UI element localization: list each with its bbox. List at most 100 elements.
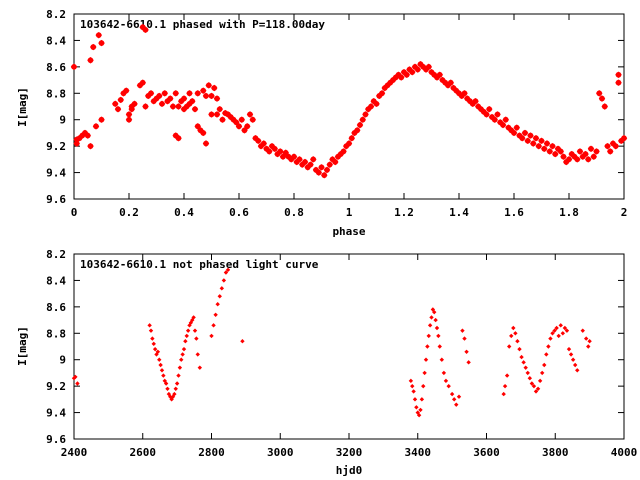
unphased-data-point (502, 383, 508, 389)
phased-data-point (208, 111, 215, 118)
unphased-x-tick-label: 3400 (405, 446, 432, 459)
phased-data-point (486, 105, 493, 113)
unphased-data-point (194, 336, 199, 341)
phased-data-point (142, 26, 149, 34)
phased-x-tick-label: 1 (346, 206, 353, 219)
unphased-x-tick-label: 3800 (542, 446, 569, 459)
phased-data-point (131, 100, 138, 108)
phased-data-point (491, 116, 498, 123)
phased-y-tick-label: 8.4 (46, 34, 66, 47)
phased-data-point (607, 148, 614, 155)
unphased-data-point (436, 333, 441, 339)
phased-data-point (576, 148, 584, 155)
unphased-data-point (570, 357, 576, 362)
unphased-data-point (558, 323, 563, 328)
unphased-data-point (416, 413, 422, 418)
phased-data-point (502, 116, 509, 123)
unphased-data-point (240, 339, 245, 344)
phased-data-point (98, 39, 105, 47)
unphased-data-point (456, 394, 462, 399)
phased-data-point (95, 31, 102, 39)
phased-data-point (574, 156, 581, 163)
unphased-data-point (564, 328, 570, 333)
phased-data-point (191, 105, 199, 113)
phased-data-point (340, 148, 347, 155)
phased-data-point (620, 135, 628, 142)
unphased-y-tick-label: 9 (59, 354, 66, 367)
phased-data-point (255, 137, 262, 145)
phased-data-point (524, 137, 531, 145)
unphased-data-point (550, 331, 555, 336)
phased-data-point (521, 129, 529, 137)
unphased-data-point (425, 344, 430, 349)
phased-data-point (211, 84, 218, 92)
phased-data-point (260, 140, 267, 147)
unphased-x-tick-label: 3000 (267, 446, 294, 459)
phased-data-point (373, 100, 380, 108)
unphased-data-point (531, 383, 537, 389)
phased-data-point (560, 153, 567, 160)
unphased-data-point (515, 339, 520, 344)
phased-data-point (205, 82, 212, 89)
unphased-data-point (215, 302, 220, 307)
unphased-y-tick-label: 9.2 (46, 380, 66, 393)
phased-x-ticks: 0 0.2 0.4 0.6 0.8 1 1.2 1.4 1.6 1.8 2 (71, 14, 627, 219)
unphased-plot-frame (73, 253, 625, 440)
unphased-data-point (158, 362, 163, 368)
unphased-data-point (462, 336, 467, 341)
phased-x-tick-label: 1.4 (449, 206, 469, 219)
phased-data-point (326, 161, 333, 168)
unphased-data-point (454, 402, 459, 407)
unphased-data-point (539, 370, 545, 376)
unphased-data-point (556, 333, 561, 339)
unphased-data-point (411, 389, 416, 394)
unphased-data-point (586, 344, 591, 349)
phased-data-point (615, 71, 622, 78)
phased-data-point (70, 63, 78, 71)
phased-data-point (98, 116, 105, 123)
phased-data-point (213, 95, 221, 102)
phased-data-point (345, 140, 353, 147)
phased-y-axis-label: I[mag] (16, 87, 29, 127)
unphased-x-tick-label: 3200 (336, 446, 363, 459)
phased-data-point (87, 57, 94, 64)
phased-data-point (398, 74, 405, 81)
unphased-x-tick-label: 4000 (611, 446, 638, 459)
phased-data-point (158, 100, 166, 108)
unphased-data-point (421, 383, 426, 389)
unphased-data-point (525, 370, 530, 376)
unphased-data-point (575, 368, 580, 373)
phased-y-tick-label: 8.6 (46, 61, 66, 74)
phased-data-point (538, 137, 545, 145)
phased-data-point (461, 90, 468, 97)
unphased-data-point (157, 357, 162, 362)
phased-data-point (238, 116, 245, 123)
phased-data-point (546, 148, 553, 155)
phased-data-point (447, 79, 454, 86)
unphased-data-point (542, 362, 547, 368)
phased-data-point (472, 98, 479, 105)
unphased-data-point (195, 352, 200, 357)
phased-data-point (403, 71, 410, 78)
phased-x-tick-label: 0.8 (284, 206, 304, 219)
unphased-data-point (583, 336, 589, 341)
phased-data-point (90, 43, 97, 51)
phased-data-point (219, 116, 226, 123)
phased-data-point (290, 153, 298, 160)
phased-data-point (172, 90, 179, 97)
unphased-data-point (501, 391, 506, 397)
phased-data-point (596, 90, 603, 97)
phased-data-point (147, 90, 155, 97)
phased-data-point (612, 142, 619, 150)
phased-data-point (494, 111, 501, 118)
unphased-data-point (566, 346, 572, 352)
unphased-data-point (535, 386, 541, 391)
unphased-data-point (441, 370, 447, 376)
phased-data-point (354, 127, 361, 134)
phased-data-point (175, 103, 182, 110)
phased-y-ticks: 8.2 8.4 8.6 8.8 9 9.2 9.4 9.6 (46, 8, 624, 206)
unphased-data-point (225, 267, 231, 273)
unphased-data-point (504, 373, 510, 378)
phased-data-point (409, 68, 416, 76)
phased-data-point (186, 90, 193, 97)
